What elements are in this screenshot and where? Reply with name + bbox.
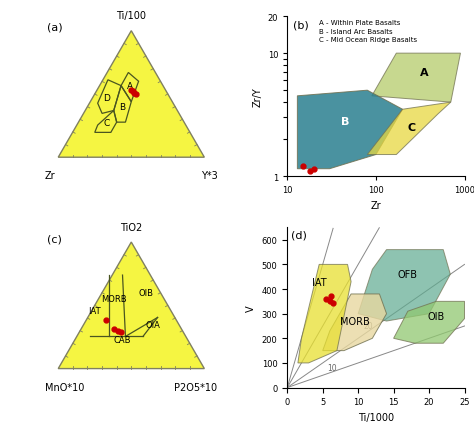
Text: MnO*10: MnO*10	[45, 382, 84, 392]
Polygon shape	[393, 302, 465, 343]
Text: Y*3: Y*3	[201, 171, 218, 181]
Polygon shape	[58, 32, 204, 158]
Text: (d): (d)	[291, 230, 307, 239]
Text: TiO2: TiO2	[120, 222, 142, 232]
Polygon shape	[323, 294, 386, 351]
Text: C: C	[103, 118, 109, 127]
Text: D: D	[103, 94, 110, 103]
Text: 10: 10	[327, 363, 337, 372]
Y-axis label: V: V	[246, 305, 256, 311]
Text: P2O5*10: P2O5*10	[174, 382, 218, 392]
Text: A - Within Plate Basalts
B - Island Arc Basalts
C - Mid Ocean Ridge Basalts: A - Within Plate Basalts B - Island Arc …	[319, 20, 417, 43]
Text: IAT: IAT	[312, 277, 327, 287]
Text: A: A	[420, 68, 428, 78]
Text: Ti/100: Ti/100	[116, 12, 146, 21]
Polygon shape	[358, 250, 450, 321]
Text: A: A	[127, 82, 133, 91]
Text: C: C	[407, 123, 415, 133]
Text: OIA: OIA	[146, 320, 161, 329]
Text: (b): (b)	[292, 20, 308, 30]
Polygon shape	[297, 91, 402, 170]
Polygon shape	[367, 103, 451, 155]
X-axis label: Ti/1000: Ti/1000	[358, 412, 394, 422]
Text: CAB: CAB	[114, 335, 131, 344]
Text: B: B	[119, 102, 126, 111]
Polygon shape	[372, 54, 460, 103]
Polygon shape	[298, 265, 351, 363]
Text: B: B	[341, 117, 349, 127]
Text: OIB: OIB	[428, 311, 445, 321]
Text: OFB: OFB	[398, 270, 418, 279]
Text: (c): (c)	[46, 234, 62, 244]
Text: Zr: Zr	[45, 171, 56, 181]
Text: OIB: OIB	[138, 288, 154, 297]
Polygon shape	[58, 242, 204, 369]
Text: 20: 20	[364, 322, 374, 331]
Text: (a): (a)	[46, 23, 62, 33]
Text: MORB: MORB	[340, 317, 370, 326]
X-axis label: Zr: Zr	[371, 200, 381, 210]
Text: MORB: MORB	[101, 294, 127, 303]
Y-axis label: Zr/Y: Zr/Y	[252, 87, 262, 107]
Text: IAT: IAT	[89, 306, 101, 315]
